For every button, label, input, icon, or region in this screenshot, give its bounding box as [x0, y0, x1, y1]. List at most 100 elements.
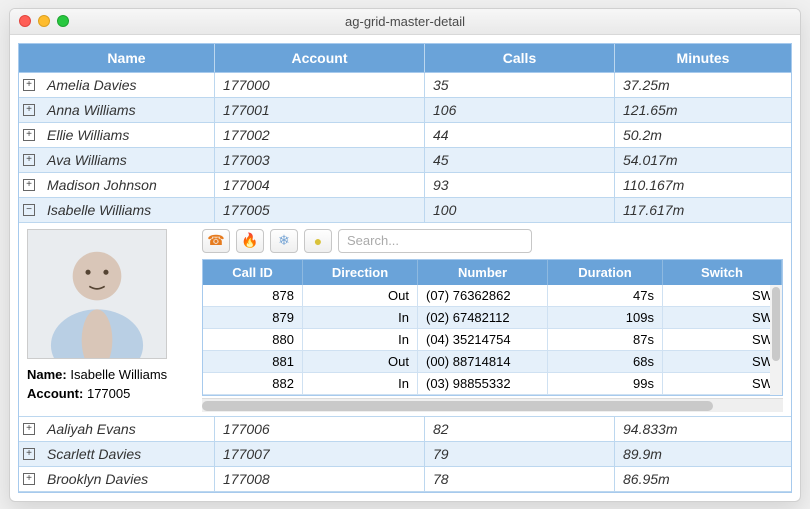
titlebar: ag-grid-master-detail: [10, 9, 800, 35]
cell-direction: In: [303, 373, 418, 394]
fire-icon[interactable]: 🔥: [236, 229, 264, 253]
col-header-minutes[interactable]: Minutes: [615, 44, 791, 72]
table-row[interactable]: −Isabelle Williams177005100117.617m: [19, 198, 791, 223]
table-row[interactable]: +Aaliyah Evans1770068294.833m: [19, 417, 791, 442]
cell-account: 177002: [215, 123, 425, 147]
cell-minutes: 89.9m: [615, 442, 791, 466]
subcol-header[interactable]: Call ID: [203, 260, 303, 285]
window-title: ag-grid-master-detail: [10, 14, 800, 29]
subcol-header[interactable]: Direction: [303, 260, 418, 285]
table-row[interactable]: + Amelia Davies1770003537.25m: [19, 73, 791, 98]
cell-call-id: 882: [203, 373, 303, 394]
cell-call-id: 880: [203, 329, 303, 350]
cell-account: 177003: [215, 148, 425, 172]
cell-calls: 100: [425, 198, 615, 222]
table-row[interactable]: +Scarlett Davies1770077989.9m: [19, 442, 791, 467]
subgrid-row[interactable]: 879In(02) 67482112109sSW: [203, 307, 782, 329]
expand-icon[interactable]: +: [23, 423, 35, 435]
cell-duration: 99s: [548, 373, 663, 394]
col-header-calls[interactable]: Calls: [425, 44, 615, 72]
dot-icon[interactable]: ●: [304, 229, 332, 253]
cell-direction: Out: [303, 285, 418, 306]
cell-direction: In: [303, 307, 418, 328]
subcol-header[interactable]: Number: [418, 260, 548, 285]
cell-direction: In: [303, 329, 418, 350]
cell-calls: 79: [425, 442, 615, 466]
subgrid-row[interactable]: 881Out(00) 8871481468sSW: [203, 351, 782, 373]
cell-account: 177000: [215, 73, 425, 97]
cell-minutes: 110.167m: [615, 173, 791, 197]
detail-name-label: Name:: [27, 367, 67, 382]
cell-account: 177001: [215, 98, 425, 122]
cell-account: 177005: [215, 198, 425, 222]
cell-direction: Out: [303, 351, 418, 372]
expand-icon[interactable]: +: [23, 473, 35, 485]
expand-icon[interactable]: +: [23, 448, 35, 460]
cell-call-id: 881: [203, 351, 303, 372]
cell-name: Amelia Davies: [39, 73, 215, 97]
snowflake-icon[interactable]: ❄: [270, 229, 298, 253]
detail-right: ☎🔥❄●Call IDDirectionNumberDurationSwitch…: [202, 229, 783, 412]
content-area: Name Account Calls Minutes + Amelia Davie…: [10, 35, 800, 501]
table-row[interactable]: + Ellie Williams1770024450.2m: [19, 123, 791, 148]
cell-account: 177004: [215, 173, 425, 197]
cell-account: 177006: [215, 417, 425, 441]
collapse-icon[interactable]: −: [23, 204, 35, 216]
cell-call-id: 878: [203, 285, 303, 306]
cell-name: Brooklyn Davies: [39, 467, 215, 491]
cell-name: Ava Williams: [39, 148, 215, 172]
expand-icon[interactable]: +: [23, 129, 35, 141]
horizontal-scrollbar[interactable]: [202, 398, 783, 412]
cell-duration: 87s: [548, 329, 663, 350]
grid-header: Name Account Calls Minutes: [19, 44, 791, 73]
detail-name-value: Isabelle Williams: [70, 367, 167, 382]
search-input[interactable]: [338, 229, 532, 253]
cell-switch: SW: [663, 285, 782, 306]
cell-number: (04) 35214754: [418, 329, 548, 350]
subcol-header[interactable]: Switch: [663, 260, 782, 285]
detail-panel: Name: Isabelle WilliamsAccount: 177005 ☎🔥…: [19, 223, 791, 417]
master-grid: Name Account Calls Minutes + Amelia Davie…: [18, 43, 792, 493]
cell-minutes: 37.25m: [615, 73, 791, 97]
cell-number: (07) 76362862: [418, 285, 548, 306]
table-row[interactable]: +Brooklyn Davies1770087886.95m: [19, 467, 791, 492]
detail-left: Name: Isabelle WilliamsAccount: 177005: [27, 229, 192, 412]
cell-name: Madison Johnson: [39, 173, 215, 197]
expand-icon[interactable]: +: [23, 179, 35, 191]
cell-call-id: 879: [203, 307, 303, 328]
cell-switch: SW: [663, 307, 782, 328]
cell-calls: 44: [425, 123, 615, 147]
app-window: ag-grid-master-detail Name Account Calls…: [9, 8, 801, 502]
detail-toolbar: ☎🔥❄●: [202, 229, 783, 253]
cell-minutes: 121.65m: [615, 98, 791, 122]
cell-duration: 109s: [548, 307, 663, 328]
cell-name: Aaliyah Evans: [39, 417, 215, 441]
cell-duration: 68s: [548, 351, 663, 372]
cell-duration: 47s: [548, 285, 663, 306]
subgrid-row[interactable]: 878Out(07) 7636286247sSW: [203, 285, 782, 307]
col-header-name[interactable]: Name: [39, 44, 215, 72]
subgrid-row[interactable]: 882In(03) 9885533299sSW: [203, 373, 782, 395]
table-row[interactable]: +Ava Williams1770034554.017m: [19, 148, 791, 173]
expand-icon[interactable]: +: [23, 154, 35, 166]
table-row[interactable]: +Anna Williams177001106121.65m: [19, 98, 791, 123]
cell-switch: SW: [663, 351, 782, 372]
subcol-header[interactable]: Duration: [548, 260, 663, 285]
cell-minutes: 50.2m: [615, 123, 791, 147]
cell-name: Isabelle Williams: [39, 198, 215, 222]
cell-account: 177008: [215, 467, 425, 491]
cell-calls: 106: [425, 98, 615, 122]
cell-number: (02) 67482112: [418, 307, 548, 328]
col-header-account[interactable]: Account: [215, 44, 425, 72]
expand-icon[interactable]: +: [23, 79, 35, 91]
expand-icon[interactable]: +: [23, 104, 35, 116]
subgrid-row[interactable]: 880In(04) 3521475487sSW: [203, 329, 782, 351]
cell-name: Ellie Williams: [39, 123, 215, 147]
table-row[interactable]: +Madison Johnson17700493110.167m: [19, 173, 791, 198]
avatar: [27, 229, 167, 359]
phone-icon[interactable]: ☎: [202, 229, 230, 253]
cell-switch: SW: [663, 373, 782, 394]
subgrid-header: Call IDDirectionNumberDurationSwitch: [203, 260, 782, 285]
vertical-scrollbar[interactable]: [770, 285, 782, 395]
cell-calls: 35: [425, 73, 615, 97]
